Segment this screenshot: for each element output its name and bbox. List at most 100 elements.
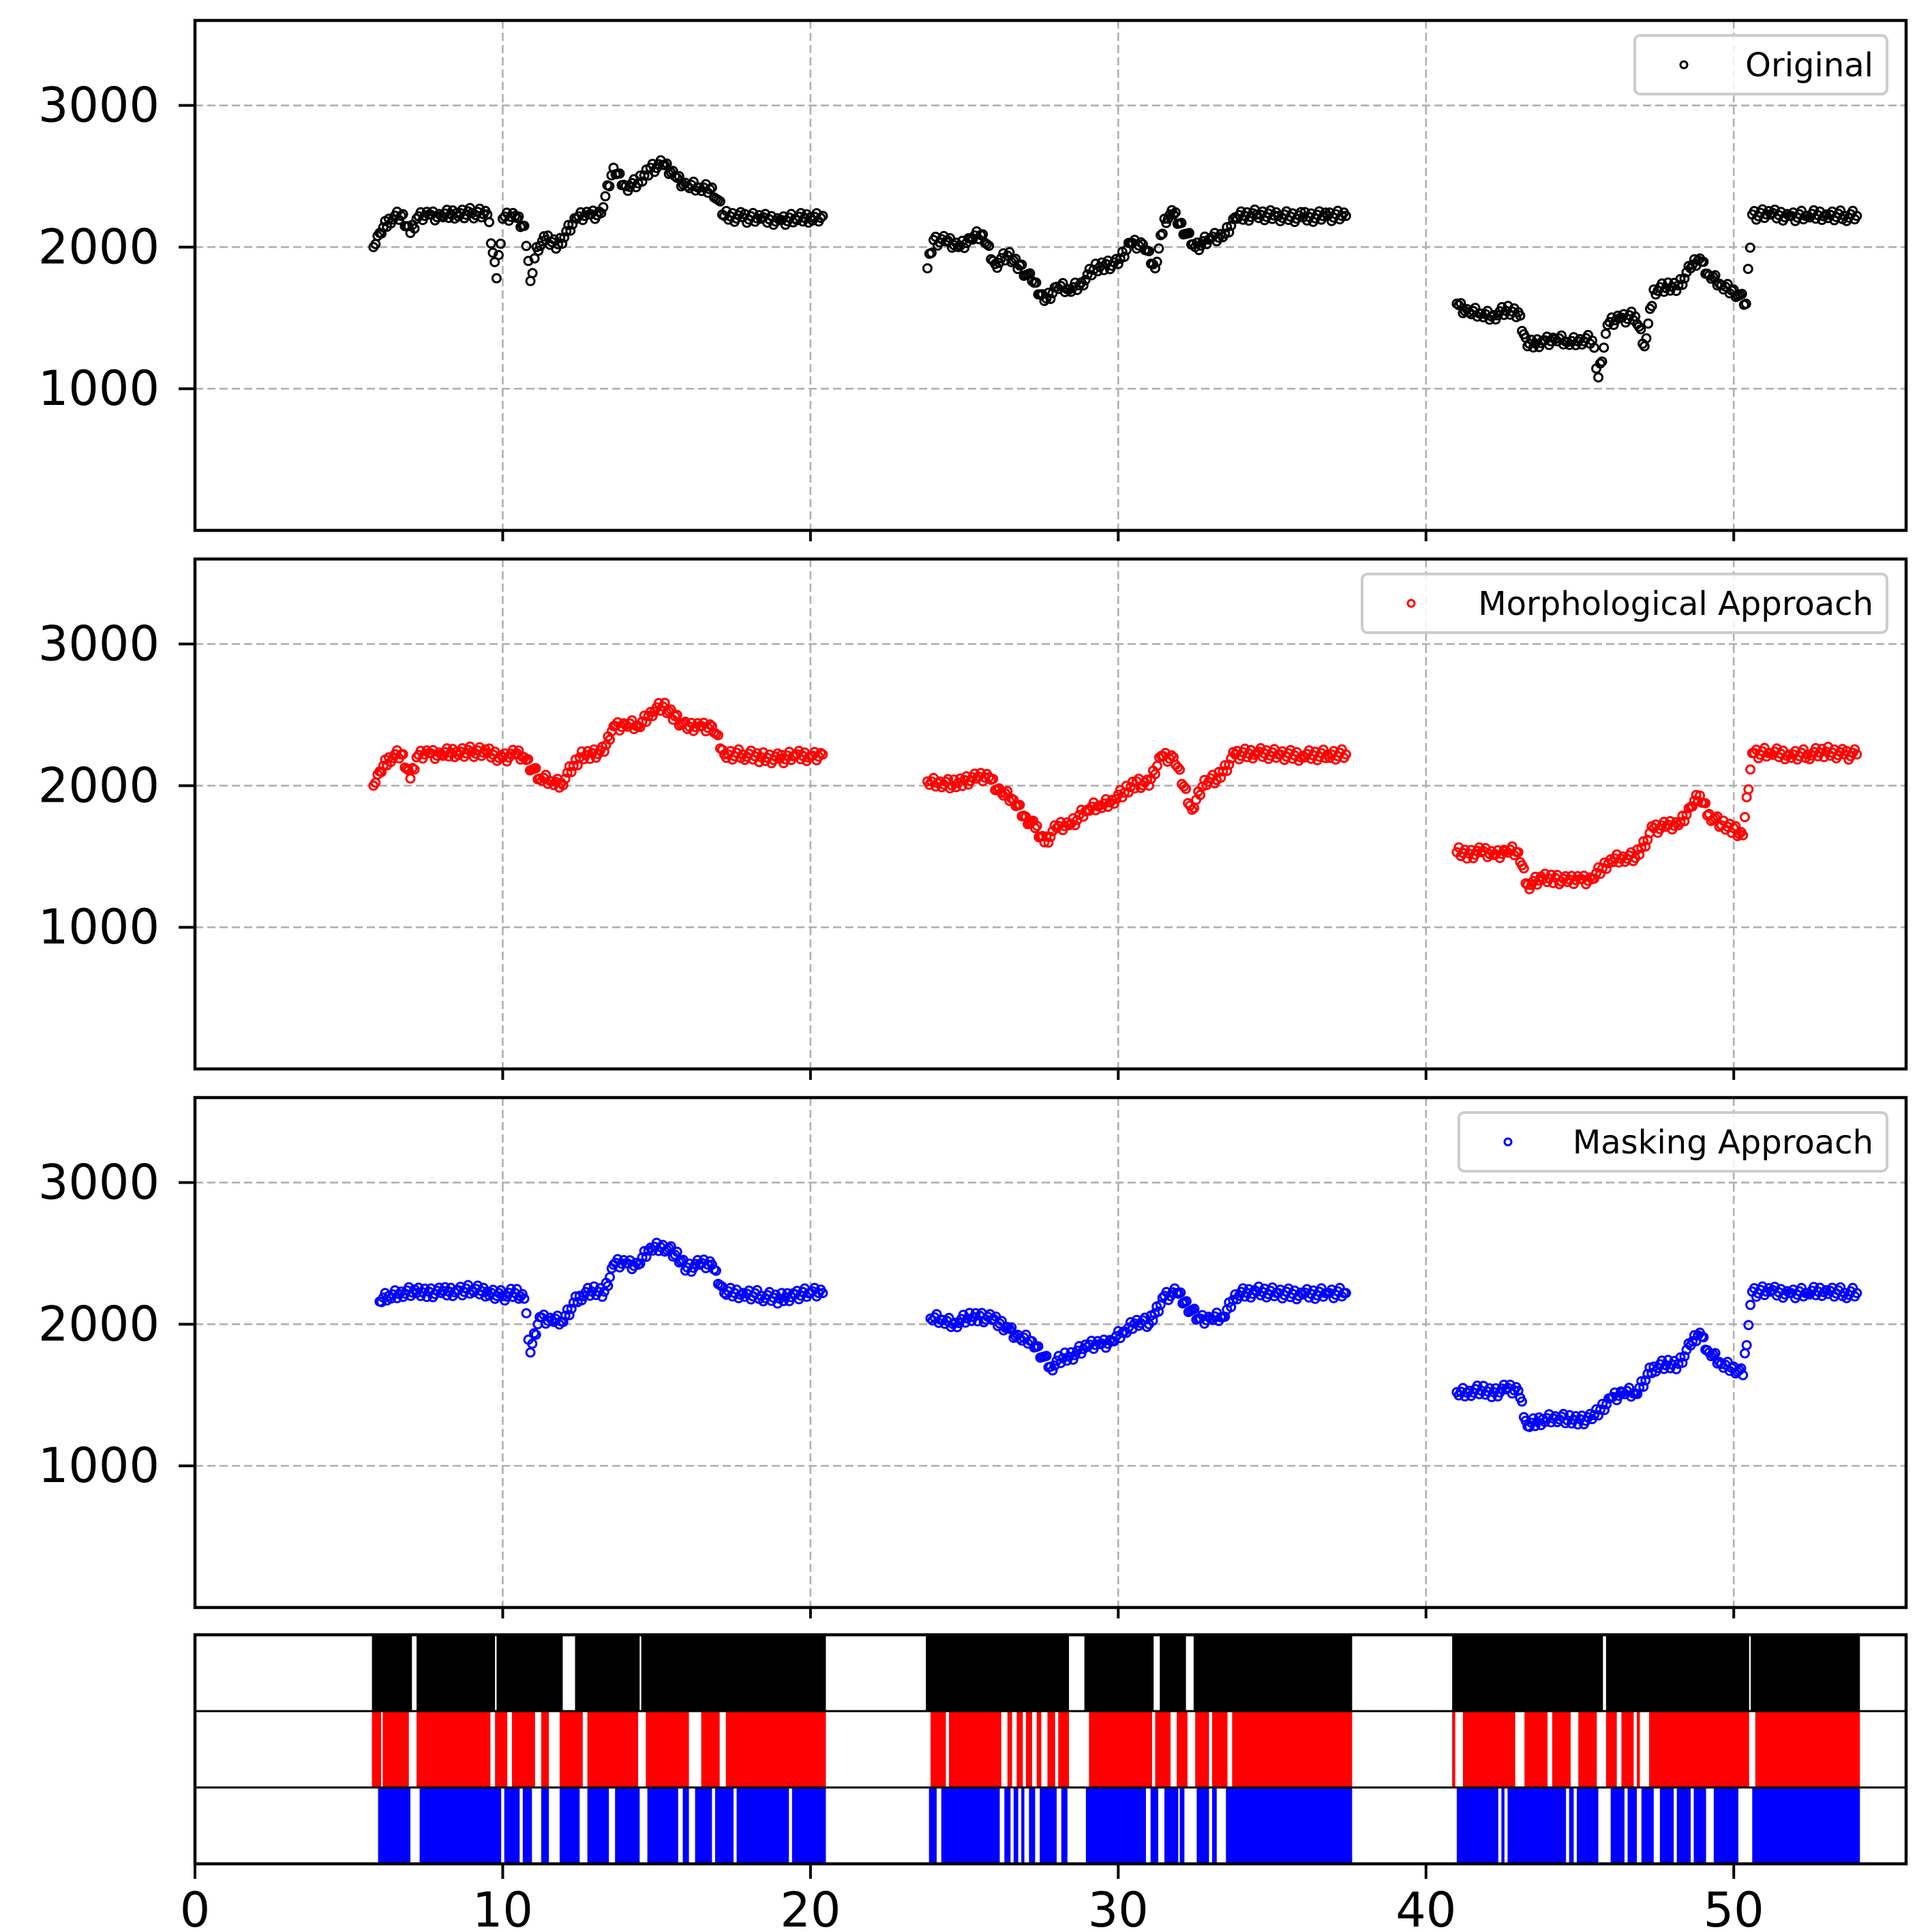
data-point (1742, 263, 1753, 274)
data-point (1070, 819, 1081, 830)
data-point (395, 211, 406, 222)
data-point (772, 1298, 783, 1309)
legend-marker (1406, 599, 1416, 608)
strip-interval (1501, 1787, 1505, 1864)
strip-interval (1007, 1711, 1012, 1787)
data-point (712, 729, 723, 740)
strip-interval (1610, 1787, 1625, 1864)
strip-interval (926, 1635, 1070, 1711)
data-point (1601, 863, 1612, 874)
data-point (495, 238, 506, 249)
data-point (1031, 820, 1042, 831)
data-point (641, 1252, 652, 1263)
strip-interval (646, 1711, 689, 1787)
data-point (665, 1241, 676, 1252)
strip-interval (1649, 1711, 1749, 1787)
legend: Morphological Approach (1361, 573, 1888, 634)
y-tick-label: 3000 (38, 78, 160, 134)
data-point (1591, 868, 1602, 879)
strip-interval (615, 1787, 640, 1864)
strip-interval (1452, 1711, 1455, 1787)
data-point (614, 168, 625, 179)
data-point (984, 241, 995, 252)
series-masking-approach (374, 1237, 1862, 1432)
strip-interval (1004, 1787, 1011, 1864)
data-point (598, 202, 609, 213)
data-point (1041, 293, 1052, 304)
data-point (1039, 837, 1050, 848)
data-point (561, 226, 572, 237)
data-point (1014, 800, 1025, 811)
data-point (1589, 342, 1600, 353)
data-point (1224, 759, 1235, 770)
y-tick-label: 1000 (38, 899, 160, 955)
interval-strip: 0 10 20 30 40 50 (180, 1633, 1908, 1932)
data-point (1636, 1376, 1647, 1387)
data-point (535, 241, 546, 252)
strip-interval (1016, 1711, 1023, 1787)
data-point (523, 754, 534, 765)
strip-interval (1462, 1711, 1515, 1787)
data-point (1643, 318, 1654, 329)
strip-interval (641, 1635, 826, 1711)
strip-interval (1578, 1711, 1597, 1787)
data-point (1041, 1350, 1052, 1361)
data-point (1340, 211, 1351, 222)
data-point (560, 773, 571, 784)
data-point (1687, 801, 1698, 812)
data-point (397, 749, 408, 759)
data-point (1168, 209, 1179, 220)
data-point (1513, 847, 1524, 858)
strip-interval (1196, 1787, 1209, 1864)
strip-interval (1755, 1711, 1860, 1787)
data-point (1599, 1404, 1610, 1415)
data-point (409, 764, 420, 775)
data-point (1295, 207, 1306, 217)
data-point (714, 196, 725, 207)
strip-frame (193, 1633, 1908, 1866)
strip-interval (1084, 1635, 1154, 1711)
data-point (600, 191, 611, 202)
strip-interval (382, 1711, 409, 1787)
strip-interval (378, 1787, 411, 1864)
strip-row-1 (372, 1635, 1860, 1711)
strip-interval (559, 1711, 583, 1787)
data-point (533, 245, 544, 256)
strip-interval (1021, 1787, 1025, 1864)
data-point (1589, 1410, 1600, 1421)
data-point (1143, 245, 1154, 256)
data-point (1184, 228, 1195, 239)
data-point (596, 208, 607, 219)
strip-interval (1212, 1711, 1228, 1787)
data-point (1033, 1341, 1044, 1352)
data-point (487, 247, 498, 258)
data-point (559, 232, 570, 243)
data-point (529, 253, 540, 264)
data-point (1698, 256, 1709, 267)
data-point (1599, 342, 1610, 353)
data-point (817, 1288, 828, 1299)
strip-interval (522, 1787, 532, 1864)
legend: Original (1633, 34, 1888, 95)
data-point (564, 1310, 575, 1320)
data-point (1852, 1288, 1862, 1299)
data-point (1045, 832, 1056, 843)
strip-row-2 (372, 1711, 1860, 1787)
data-point (1736, 288, 1747, 299)
data-point (562, 1304, 573, 1315)
data-point (1730, 821, 1741, 832)
data-point (1600, 329, 1611, 339)
strip-interval (1576, 1787, 1599, 1864)
data-point (631, 1257, 642, 1268)
strip-interval (511, 1711, 535, 1787)
data-point (1453, 300, 1464, 311)
strip-interval (1507, 1787, 1567, 1864)
data-point (493, 250, 504, 260)
data-point (563, 220, 574, 230)
data-point (1045, 293, 1056, 304)
legend-box (1361, 573, 1888, 634)
plot-frame (193, 18, 1908, 532)
strip-interval (1641, 1787, 1654, 1864)
data-point (1710, 1348, 1721, 1359)
data-point (1679, 273, 1690, 284)
